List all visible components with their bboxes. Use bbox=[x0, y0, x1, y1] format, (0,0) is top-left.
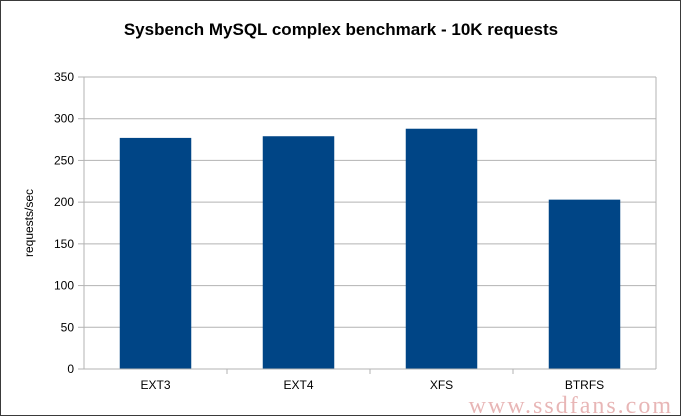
y-tick-label: 200 bbox=[54, 195, 74, 209]
watermark-text: www.ssdfans.com bbox=[469, 393, 673, 417]
y-tick-label: 50 bbox=[61, 320, 75, 334]
y-tick-label: 350 bbox=[54, 70, 74, 84]
y-tick-label: 150 bbox=[54, 237, 74, 251]
bar-xfs bbox=[405, 128, 478, 369]
bar-ext3 bbox=[119, 137, 192, 369]
y-axis-label: requests/sec bbox=[22, 189, 36, 257]
chart-title: Sysbench MySQL complex benchmark - 10K r… bbox=[124, 20, 558, 39]
y-tick-label: 250 bbox=[54, 153, 74, 167]
x-tick-label: BTRFS bbox=[565, 378, 604, 392]
bar-ext4 bbox=[262, 136, 335, 369]
y-tick-label: 0 bbox=[67, 362, 74, 376]
bars bbox=[119, 128, 621, 369]
y-tick-label: 300 bbox=[54, 112, 74, 126]
x-tick-label: EXT4 bbox=[283, 378, 313, 392]
tick-labels: 0 50 100 150 200 250 300 350 EXT3 EXT4 XFS BTRFS bbox=[54, 70, 604, 392]
x-tick-label: EXT3 bbox=[140, 378, 170, 392]
y-tick-label: 100 bbox=[54, 279, 74, 293]
axes bbox=[78, 76, 657, 374]
bar-btrfs bbox=[548, 199, 621, 369]
x-tick-label: XFS bbox=[430, 378, 453, 392]
